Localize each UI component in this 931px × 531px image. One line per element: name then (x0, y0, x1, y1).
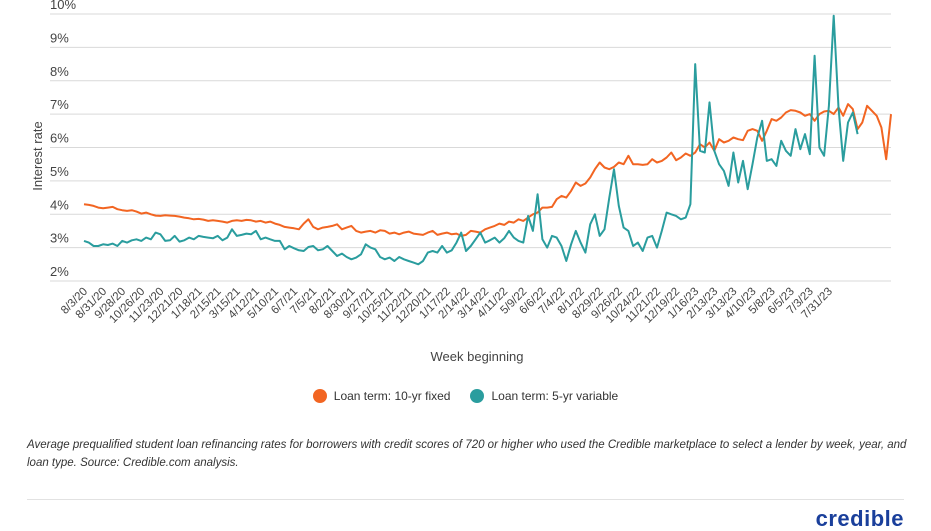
legend: Loan term: 10-yr fixed Loan term: 5-yr v… (0, 389, 931, 403)
y-tick-label: 3% (50, 231, 69, 246)
y-tick-label: 7% (50, 97, 69, 112)
legend-item-5yr-variable[interactable]: Loan term: 5-yr variable (470, 389, 618, 403)
y-axis-title: Interest rate (30, 121, 45, 190)
y-tick-label: 6% (50, 131, 69, 146)
legend-label-10yr-fixed: Loan term: 10-yr fixed (333, 389, 451, 403)
y-tick-label: 8% (50, 64, 69, 79)
series-line-5yr-variable (83, 14, 859, 266)
y-tick-label: 9% (50, 30, 69, 45)
y-axis-ticks: 2% 3% 4% 5% 6% 7% 8% 9% 10% (50, 0, 76, 279)
footer-divider (27, 499, 904, 500)
line-chart: 2% 3% 4% 5% 6% 7% 8% 9% 10% 8/3/208/31/209/28/20… (30, 0, 892, 364)
gridlines (50, 13, 891, 282)
y-tick-label: 2% (50, 264, 69, 279)
legend-label-5yr-variable: Loan term: 5-yr variable (491, 389, 619, 403)
legend-item-10yr-fixed[interactable]: Loan term: 10-yr fixed (312, 389, 451, 403)
chart-caption: Average prequalified student loan refina… (27, 439, 907, 469)
y-tick-label: 10% (50, 0, 76, 12)
x-axis-title: Week beginning (431, 349, 524, 364)
legend-swatch-5yr-variable (470, 389, 485, 403)
series-line-10yr-fixed (83, 103, 892, 237)
series-lines (83, 14, 892, 266)
y-tick-label: 4% (50, 197, 69, 212)
credible-logo[interactable]: credible (815, 506, 904, 531)
y-tick-label: 5% (50, 164, 69, 179)
legend-swatch-10yr-fixed (312, 389, 327, 403)
x-axis-ticks: 8/3/208/31/209/28/2010/26/2011/23/2012/2… (59, 286, 835, 326)
